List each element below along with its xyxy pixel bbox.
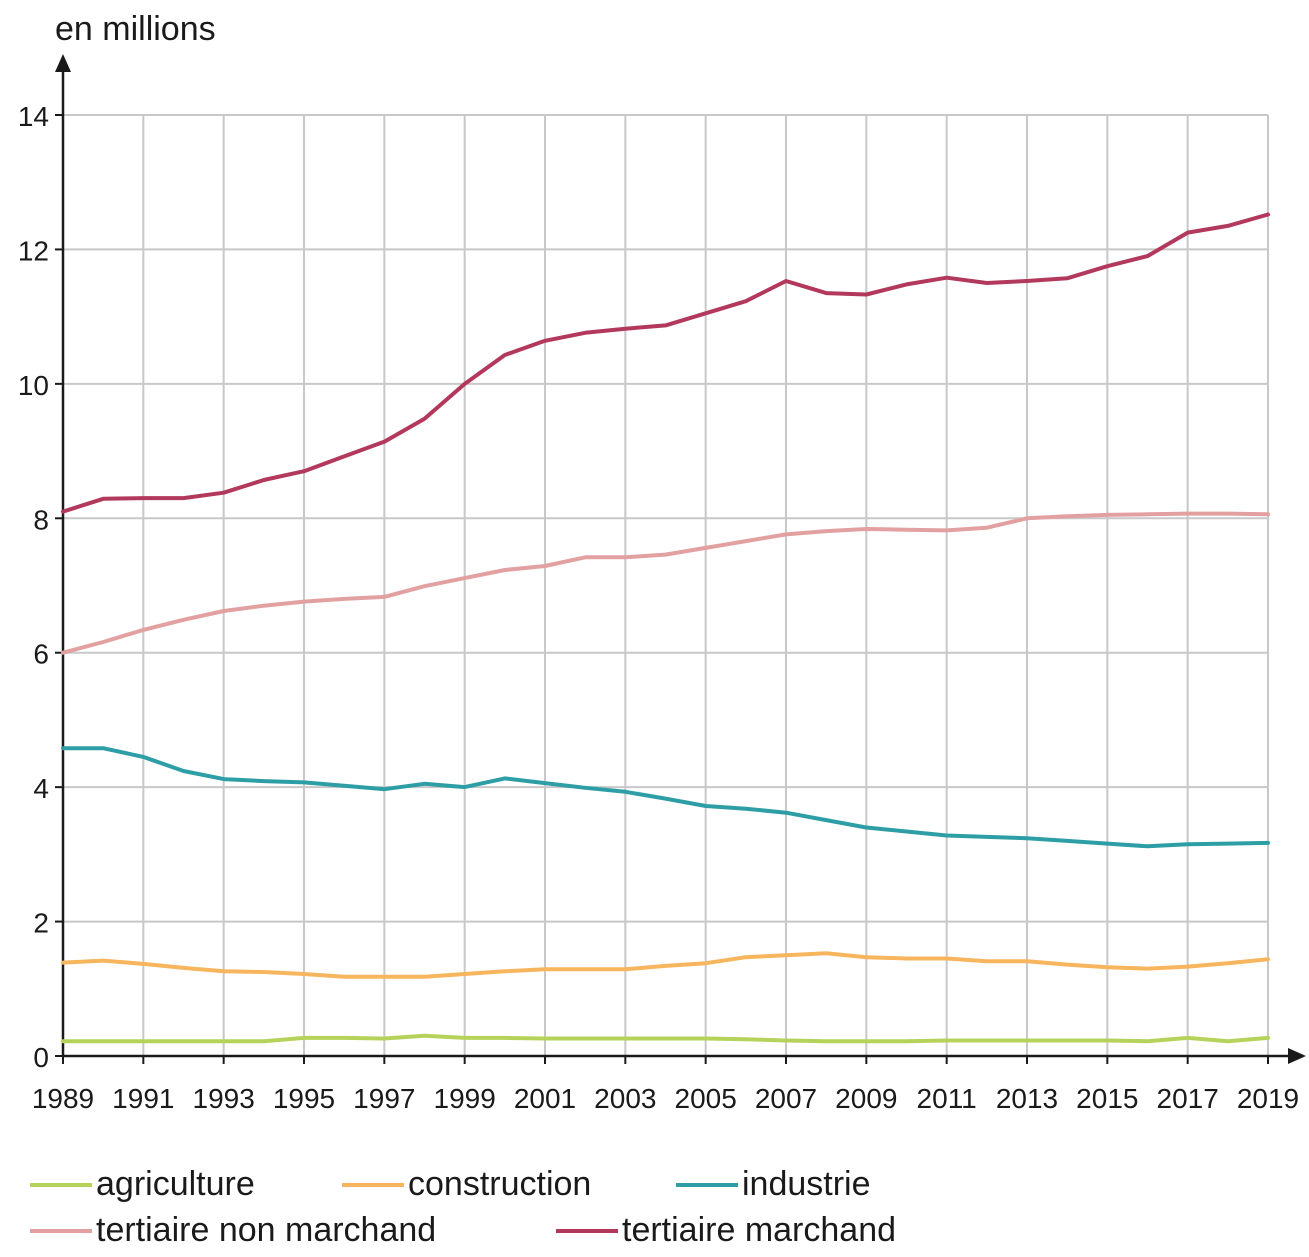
x-tick-label-2017: 2017 bbox=[1157, 1083, 1219, 1114]
legend-label-agriculture: agriculture bbox=[96, 1165, 255, 1203]
legend-item-construction: construction bbox=[342, 1165, 591, 1204]
grid bbox=[63, 114, 1269, 1056]
x-tick-label-1991: 1991 bbox=[112, 1083, 174, 1114]
y-axis-label: en millions bbox=[55, 10, 216, 48]
legend-row-2: tertiaire non marchand tertiaire marchan… bbox=[30, 1211, 1290, 1257]
legend-label-tertiaire-marchand: tertiaire marchand bbox=[622, 1211, 897, 1249]
legend-item-tertiaire-marchand: tertiaire marchand bbox=[556, 1211, 896, 1250]
x-tick-label-1993: 1993 bbox=[193, 1083, 255, 1114]
x-tick-label-2001: 2001 bbox=[514, 1083, 576, 1114]
series-line-construction bbox=[61, 951, 1270, 979]
legend-swatch-tertiaire-non-marchand bbox=[30, 1228, 92, 1233]
legend-swatch-agriculture bbox=[30, 1182, 92, 1187]
legend-item-industrie: industrie bbox=[676, 1165, 871, 1204]
y-tick-label-8: 8 bbox=[33, 504, 49, 535]
x-tick-label-2003: 2003 bbox=[594, 1083, 656, 1114]
series-line-industrie bbox=[61, 746, 1270, 849]
y-tick-label-12: 12 bbox=[18, 235, 49, 266]
series-lines bbox=[61, 212, 1270, 1044]
axes: 0 2 4 6 8 10 12 14 1989 1991 1993 1995 1997 1999 2001 2… bbox=[18, 54, 1306, 1114]
y-tick-label-6: 6 bbox=[33, 639, 49, 670]
legend-item-agriculture: agriculture bbox=[30, 1165, 255, 1204]
y-tick-label-14: 14 bbox=[18, 101, 49, 132]
legend-row-1: agriculture construction industrie bbox=[30, 1165, 1290, 1211]
x-tick-label-2009: 2009 bbox=[835, 1083, 897, 1114]
series-line-agriculture bbox=[61, 1033, 1270, 1044]
x-tick-label-1995: 1995 bbox=[273, 1083, 335, 1114]
legend-label-industrie: industrie bbox=[742, 1165, 871, 1203]
x-tick-label-2013: 2013 bbox=[996, 1083, 1058, 1114]
legend-swatch-industrie bbox=[676, 1182, 738, 1187]
y-tick-label-0: 0 bbox=[33, 1042, 49, 1073]
x-tick-label-2015: 2015 bbox=[1076, 1083, 1138, 1114]
line-chart: 0 2 4 6 8 10 12 14 1989 1991 1993 1995 1997 1999 2001 2… bbox=[18, 10, 1306, 1114]
x-axis-arrow-icon bbox=[1288, 1048, 1306, 1064]
y-tick-label-2: 2 bbox=[33, 908, 49, 939]
x-tick-label-1999: 1999 bbox=[434, 1083, 496, 1114]
x-tick-label-1997: 1997 bbox=[353, 1083, 415, 1114]
series-line-tertiaire-marchand bbox=[61, 212, 1270, 514]
legend-swatch-construction bbox=[342, 1182, 404, 1187]
y-tick-label-10: 10 bbox=[18, 370, 49, 401]
legend: agriculture construction industrie terti… bbox=[30, 1165, 1290, 1257]
x-tick-label-1989: 1989 bbox=[32, 1083, 94, 1114]
x-tick-label-2005: 2005 bbox=[675, 1083, 737, 1114]
x-tick-label-2011: 2011 bbox=[917, 1083, 977, 1114]
series-line-tertiaire-non-marchand bbox=[61, 511, 1270, 655]
y-axis-arrow-icon bbox=[55, 54, 71, 72]
x-tick-label-2007: 2007 bbox=[755, 1083, 817, 1114]
legend-label-tertiaire-non-marchand: tertiaire non marchand bbox=[96, 1211, 437, 1249]
legend-swatch-tertiaire-marchand bbox=[556, 1228, 618, 1233]
legend-item-tertiaire-non-marchand: tertiaire non marchand bbox=[30, 1211, 436, 1250]
y-tick-label-4: 4 bbox=[33, 773, 49, 804]
x-tick-label-2019: 2019 bbox=[1237, 1083, 1299, 1114]
legend-label-construction: construction bbox=[408, 1165, 592, 1203]
